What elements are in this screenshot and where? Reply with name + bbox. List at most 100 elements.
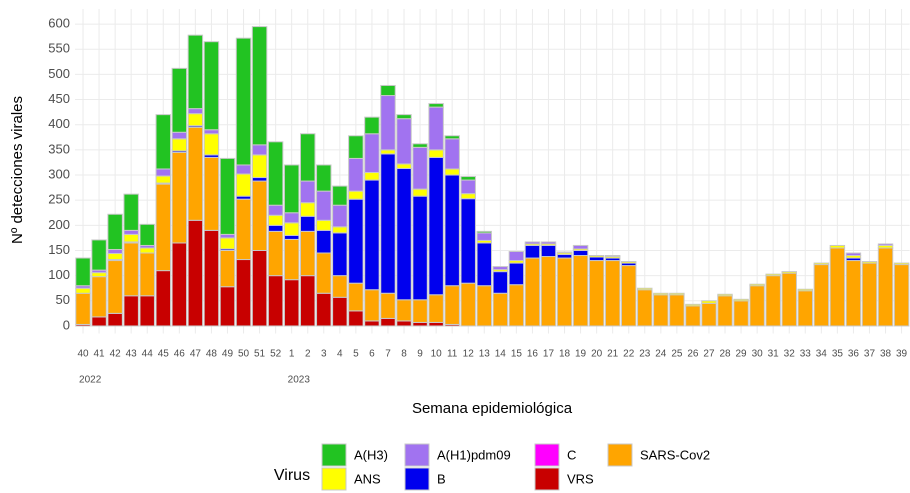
bar-segment xyxy=(364,320,380,327)
bar-segment xyxy=(556,254,573,259)
bar-segment xyxy=(251,154,268,179)
bar-segment xyxy=(813,264,830,327)
bar-segment xyxy=(604,255,621,258)
bar-segment xyxy=(251,177,268,182)
bar-segment xyxy=(91,316,107,327)
bar-segment xyxy=(332,185,348,206)
legend-label: VRS xyxy=(567,471,594,486)
bar-segment xyxy=(364,289,380,322)
x-tick-label: 11 xyxy=(447,349,458,360)
y-tick-label: 600 xyxy=(48,16,70,31)
bar-segment xyxy=(829,247,846,327)
bar-segment xyxy=(380,153,396,294)
bar-segment xyxy=(267,214,284,226)
bar-segment xyxy=(203,156,220,231)
bar-segment xyxy=(107,213,123,250)
bar-segment xyxy=(637,287,653,291)
bar-segment xyxy=(476,285,492,327)
bar-segment xyxy=(428,149,444,158)
bar-segment xyxy=(380,84,396,97)
bar-segment xyxy=(235,164,252,175)
x-tick-label: 45 xyxy=(158,349,170,360)
bar-segment xyxy=(588,260,605,327)
bar-segment xyxy=(203,133,220,156)
bar-segment xyxy=(203,229,220,327)
x-tick-label: 30 xyxy=(752,349,764,360)
bar-segment xyxy=(75,257,91,287)
bar-segment xyxy=(187,34,204,110)
bar-segment xyxy=(444,168,460,176)
bar-segment xyxy=(428,106,444,151)
bar-segment xyxy=(428,156,444,296)
bar-segment xyxy=(364,179,380,291)
bar-segment xyxy=(251,144,268,156)
x-tick-label: 7 xyxy=(385,349,391,360)
bar-segment xyxy=(476,230,492,234)
bar-segment xyxy=(316,219,332,231)
bar-segment xyxy=(701,302,717,327)
bar-segment xyxy=(187,126,204,221)
bar-segment xyxy=(139,295,155,327)
legend-key xyxy=(534,467,560,491)
bar-segment xyxy=(219,249,236,288)
bar-segment xyxy=(572,244,589,250)
bar-segment xyxy=(364,172,380,181)
bar-segment xyxy=(155,168,171,177)
x-tick-label: 8 xyxy=(401,349,407,360)
legend-key xyxy=(404,467,430,491)
bar-segment xyxy=(187,108,204,115)
y-tick-label: 0 xyxy=(63,317,70,332)
bar-segment xyxy=(75,287,91,294)
bar-segment xyxy=(524,244,541,259)
bar-segment xyxy=(235,37,252,166)
bar-segment xyxy=(845,260,862,327)
bar-segment xyxy=(460,282,476,327)
x-tick-label: 9 xyxy=(417,349,423,360)
bar-segment xyxy=(717,295,733,327)
bar-segment xyxy=(332,275,348,298)
bar-segment xyxy=(332,232,348,277)
bar-segment xyxy=(412,188,428,197)
bar-segment xyxy=(685,305,701,327)
bar-segment xyxy=(524,257,541,327)
x-tick-label: 51 xyxy=(254,349,266,360)
bar-segment xyxy=(396,163,412,169)
y-tick-label: 100 xyxy=(48,267,70,282)
y-tick-label: 500 xyxy=(48,66,70,81)
bar-segment xyxy=(893,262,910,266)
bar-segment xyxy=(861,261,878,264)
bar-segment xyxy=(733,298,749,302)
bar-segment xyxy=(765,273,781,277)
bar-segment xyxy=(508,250,525,262)
bar-segment xyxy=(444,174,460,287)
bar-segment xyxy=(540,244,557,258)
bar-segment xyxy=(428,103,444,108)
bar-segment xyxy=(91,276,107,318)
bar-segment xyxy=(669,294,685,327)
bar-segment xyxy=(637,289,653,327)
bar-segment xyxy=(267,224,284,232)
legend-key xyxy=(534,443,560,467)
bar-segment xyxy=(251,249,268,327)
bar-segment xyxy=(251,180,268,251)
bar-segment xyxy=(316,190,332,221)
x-tick-label: 32 xyxy=(784,349,796,360)
bar-segment xyxy=(412,195,428,301)
bar-segment xyxy=(107,260,123,314)
legend-label: C xyxy=(567,447,576,462)
bar-segment xyxy=(428,321,444,327)
x-tick-label: 18 xyxy=(559,349,571,360)
bar-segment xyxy=(267,230,284,277)
x-year-label: 2023 xyxy=(288,375,311,386)
bar-segment xyxy=(155,114,171,170)
y-tick-label: 400 xyxy=(48,116,70,131)
bar-segment xyxy=(283,238,300,281)
bar-segment xyxy=(283,164,300,214)
x-tick-label: 41 xyxy=(94,349,106,360)
x-tick-label: 25 xyxy=(671,349,683,360)
bar-segment xyxy=(235,173,252,197)
bar-segment xyxy=(765,275,781,327)
bar-segment xyxy=(556,251,573,254)
x-tick-label: 34 xyxy=(816,349,828,360)
legend-label: ANS xyxy=(354,471,381,486)
